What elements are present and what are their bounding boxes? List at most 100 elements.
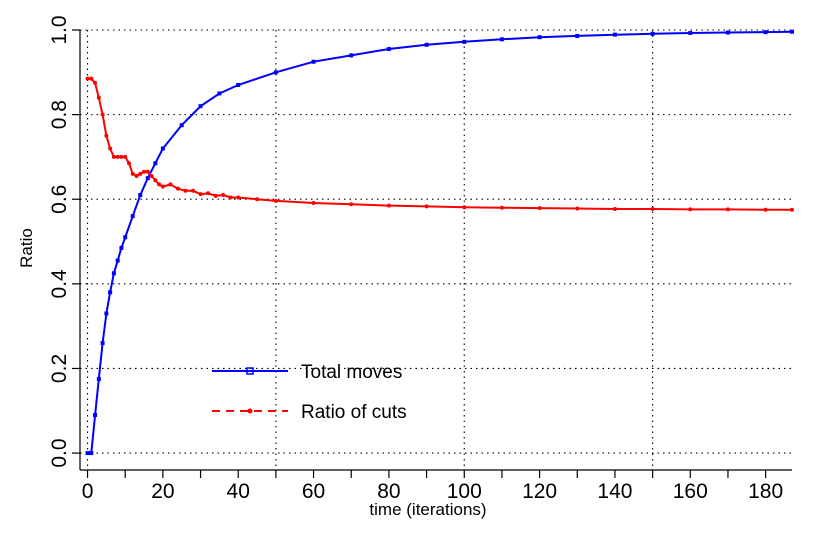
data-point <box>130 171 135 176</box>
data-point <box>349 202 354 207</box>
data-point <box>130 214 135 219</box>
data-point <box>575 33 580 38</box>
data-point <box>612 32 617 37</box>
x-tick-label: 60 <box>302 480 325 503</box>
data-point <box>424 204 429 209</box>
legend-label: Ratio of cuts <box>301 402 407 423</box>
y-tick-label: 0.0 <box>48 438 71 467</box>
grid <box>80 29 792 470</box>
data-point <box>145 176 150 181</box>
data-point <box>111 154 116 159</box>
data-point <box>153 178 158 183</box>
data-point <box>104 311 109 316</box>
data-point <box>104 133 109 138</box>
y-tick-label: 0.4 <box>48 269 71 299</box>
x-tick-label: 0 <box>82 480 94 503</box>
data-point <box>273 198 278 203</box>
series-ratio-of-cuts <box>85 76 794 212</box>
data-point <box>108 146 113 151</box>
data-point <box>462 205 467 210</box>
legend-label: Total moves <box>301 362 402 383</box>
data-point <box>115 154 120 159</box>
data-point <box>96 377 101 382</box>
y-axis-title: Ratio <box>17 228 36 268</box>
data-point <box>217 91 222 96</box>
axes: 0 20 40 60 80 100 120 140 160 180 0.0 0.2 0.4 0.6 0.8 1… <box>48 15 792 503</box>
data-point <box>157 182 162 187</box>
data-point <box>183 188 188 193</box>
data-point <box>790 29 794 34</box>
data-point <box>386 47 391 52</box>
data-point <box>85 451 90 456</box>
x-tick-label: 20 <box>151 480 174 503</box>
x-axis-title: time (iterations) <box>369 500 486 519</box>
data-point <box>499 37 504 42</box>
data-point <box>123 235 128 240</box>
data-point <box>206 191 211 196</box>
data-point <box>142 169 147 174</box>
data-point <box>790 207 794 212</box>
data-point <box>160 184 165 189</box>
data-point <box>688 30 693 35</box>
data-point <box>168 182 173 187</box>
y-tick-label: 1.0 <box>48 15 71 44</box>
data-point <box>138 193 143 197</box>
data-point <box>236 83 241 87</box>
data-point <box>108 290 113 295</box>
data-point <box>311 59 316 64</box>
data-point <box>149 173 154 178</box>
y-tick-label: 0.2 <box>48 354 71 383</box>
legend-marker <box>247 408 253 414</box>
series-total-moves <box>85 29 794 456</box>
data-point <box>175 186 180 191</box>
data-point <box>255 197 260 202</box>
data-point <box>153 161 158 166</box>
x-tick-label: 180 <box>748 480 783 503</box>
data-point <box>119 245 124 250</box>
data-point <box>89 451 94 456</box>
legend: Total moves Ratio of cuts <box>212 362 407 423</box>
data-point <box>688 207 693 212</box>
data-point <box>123 154 128 159</box>
data-point <box>191 188 196 193</box>
data-point <box>612 206 617 211</box>
data-point <box>89 76 94 81</box>
data-point <box>134 173 139 178</box>
data-point <box>725 207 730 212</box>
data-point <box>198 192 203 197</box>
data-point <box>126 161 131 166</box>
x-tick-label: 80 <box>377 480 400 503</box>
data-point <box>228 195 233 200</box>
data-point <box>119 154 124 159</box>
data-point <box>160 146 165 151</box>
data-point <box>221 193 226 197</box>
y-tick-label: 0.8 <box>48 100 71 129</box>
data-point <box>537 35 542 40</box>
data-point <box>763 207 768 212</box>
data-point <box>85 76 90 81</box>
data-point <box>386 203 391 208</box>
data-point <box>462 39 467 44</box>
data-point <box>111 271 116 276</box>
data-point <box>145 169 150 174</box>
data-point <box>179 123 184 128</box>
data-point <box>100 341 105 346</box>
data-point <box>198 104 203 109</box>
y-tick-label: 0.6 <box>48 185 71 214</box>
data-point <box>763 30 768 35</box>
data-point <box>273 70 278 75</box>
series-layer <box>85 29 794 456</box>
data-point <box>93 80 98 85</box>
data-point <box>311 201 316 206</box>
data-point <box>213 193 218 198</box>
x-tick-label: 140 <box>597 480 632 503</box>
data-point <box>424 42 429 47</box>
data-point <box>93 413 98 417</box>
data-point <box>138 171 143 176</box>
legend-marker <box>246 367 254 375</box>
x-tick-label: 100 <box>447 480 482 503</box>
data-point <box>96 95 101 100</box>
data-point <box>115 258 120 263</box>
